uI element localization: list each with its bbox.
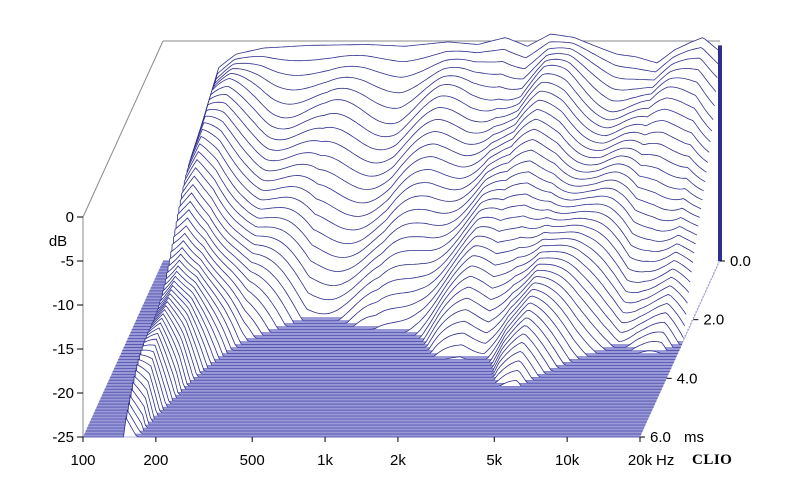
z-tick-label: 2.0 bbox=[703, 312, 724, 329]
slice-line bbox=[149, 109, 707, 292]
slice-line bbox=[139, 167, 698, 313]
slice-line bbox=[144, 143, 702, 304]
slice-line bbox=[133, 209, 691, 328]
cumulative-spectral-decay-slices bbox=[83, 33, 721, 438]
slice-line bbox=[135, 192, 694, 322]
slice-line bbox=[161, 41, 719, 265]
axes: 0 -5 -10 -15 -20 -25 dB 100 200 500 1k 2k 5k 10k 20k Hz… bbox=[49, 45, 751, 469]
slice-line bbox=[145, 135, 703, 301]
z-unit-label: ms bbox=[684, 429, 704, 446]
slice-line bbox=[163, 33, 721, 262]
slice-line bbox=[130, 225, 688, 334]
slice-line bbox=[138, 175, 696, 316]
slice-line bbox=[152, 90, 710, 286]
slice-line bbox=[142, 150, 700, 307]
x-tick-label: 1k bbox=[317, 452, 333, 469]
y-tick-label: -10 bbox=[52, 297, 74, 314]
slice-line bbox=[156, 64, 714, 277]
slice-mask bbox=[85, 403, 643, 431]
slice-line bbox=[141, 158, 699, 310]
slice-line bbox=[157, 58, 715, 274]
x-tick-label: 200 bbox=[143, 452, 168, 469]
frame-diagonal bbox=[82, 40, 164, 218]
slice-line bbox=[146, 128, 704, 298]
y-tick-label: -20 bbox=[52, 385, 74, 402]
z-tick-label: 4.0 bbox=[677, 370, 698, 387]
slice-line bbox=[137, 183, 695, 319]
z-tick-label: 6.0 bbox=[650, 429, 671, 446]
z-tick-label: 0.0 bbox=[730, 253, 751, 270]
y-tick-label: -15 bbox=[52, 341, 74, 358]
slice-mask bbox=[87, 395, 645, 429]
slice-line bbox=[131, 217, 690, 331]
y-tick-label: 0 bbox=[66, 209, 74, 226]
y-tick-label: -25 bbox=[52, 429, 74, 446]
slice-line bbox=[158, 53, 717, 271]
slice-line bbox=[153, 82, 711, 283]
slice-line bbox=[160, 47, 718, 268]
slice-line bbox=[148, 118, 706, 295]
slice-line bbox=[150, 99, 709, 289]
x-tick-label: 5k bbox=[486, 452, 502, 469]
chart-frame bbox=[82, 40, 720, 437]
x-tick-label: 10k bbox=[555, 452, 580, 469]
brand-label: CLIO bbox=[692, 452, 732, 468]
x-tick-label: 2k bbox=[390, 452, 406, 469]
y-tick-label: -5 bbox=[61, 253, 74, 270]
x-unit-label: Hz bbox=[656, 452, 674, 469]
slice-line bbox=[134, 200, 692, 325]
slice-mask bbox=[111, 301, 669, 375]
x-tick-label: 100 bbox=[70, 452, 95, 469]
x-tick-label: 20k bbox=[628, 452, 653, 469]
slice-line bbox=[154, 73, 713, 280]
x-tick-label: 500 bbox=[240, 452, 265, 469]
y-unit-label: dB bbox=[49, 233, 67, 250]
